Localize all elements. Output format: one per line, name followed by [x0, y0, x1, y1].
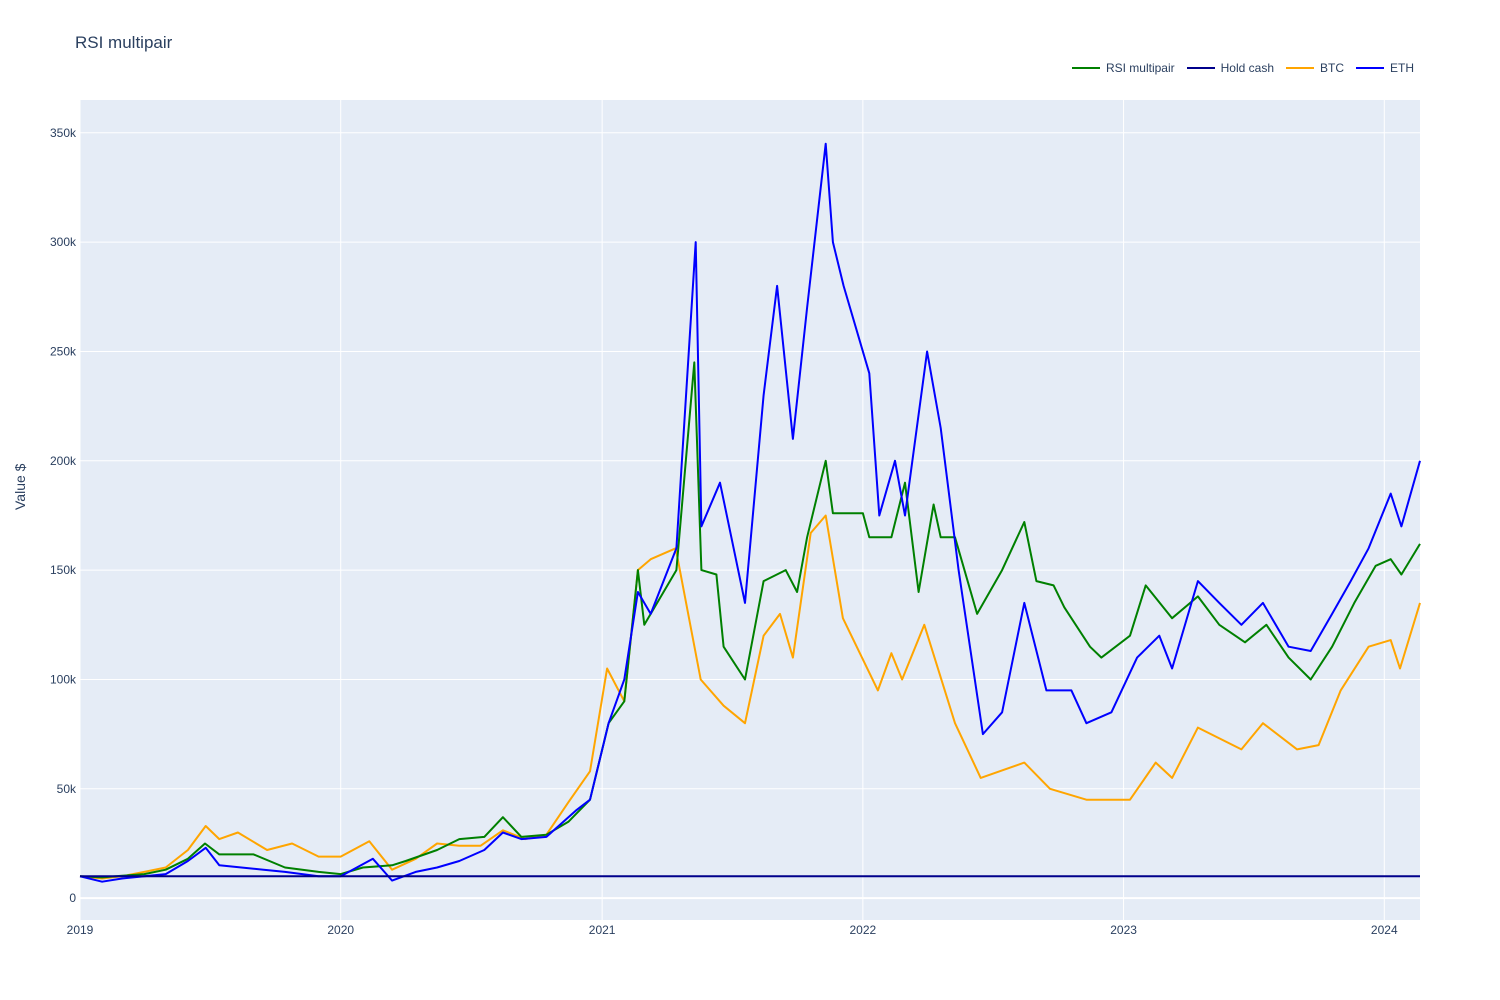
legend-label: RSI multipair	[1105, 61, 1175, 75]
x-axis-ticks: 2019 2020 2021 2022 2023 2024	[67, 923, 1398, 937]
y-tick-label: 50k	[57, 782, 77, 796]
plot-area	[80, 100, 1420, 920]
legend-label: ETH	[1390, 61, 1414, 75]
x-tick-label: 2021	[589, 923, 616, 937]
y-tick-label: 200k	[50, 454, 77, 468]
legend-label: Hold cash	[1220, 61, 1274, 75]
x-tick-label: 2022	[850, 923, 877, 937]
legend[interactable]: RSI multipair Hold cash BTC ETH	[1071, 61, 1414, 75]
legend-item[interactable]: Hold cash	[1186, 61, 1274, 75]
x-tick-label: 2020	[327, 923, 354, 937]
legend-swatch	[1186, 67, 1215, 69]
y-tick-label: 250k	[50, 344, 77, 358]
series-lines	[79, 142, 1421, 883]
y-tick-label: 100k	[50, 672, 77, 686]
x-tick-label: 2023	[1110, 923, 1137, 937]
series-line-btc	[79, 514, 1421, 880]
legend-swatch	[1286, 67, 1314, 69]
y-tick-label: 300k	[50, 235, 77, 249]
legend-swatch	[1356, 67, 1384, 69]
x-tick-label: 2024	[1371, 923, 1398, 937]
y-tick-label: 350k	[50, 126, 77, 140]
x-tick-label: 2019	[67, 923, 94, 937]
legend-label: BTC	[1320, 61, 1344, 75]
gridlines	[79, 100, 1420, 920]
legend-item[interactable]: ETH	[1356, 61, 1414, 75]
y-axis-ticks: 0 50k 100k 150k 200k 250k 300k 350k	[50, 126, 77, 905]
chart-title: RSI multipair	[75, 33, 173, 52]
legend-item[interactable]: BTC	[1286, 61, 1344, 75]
y-tick-label: 0	[69, 891, 76, 905]
y-tick-label: 150k	[50, 563, 77, 577]
legend-swatch	[1071, 67, 1100, 69]
legend-item[interactable]: RSI multipair	[1071, 61, 1175, 75]
